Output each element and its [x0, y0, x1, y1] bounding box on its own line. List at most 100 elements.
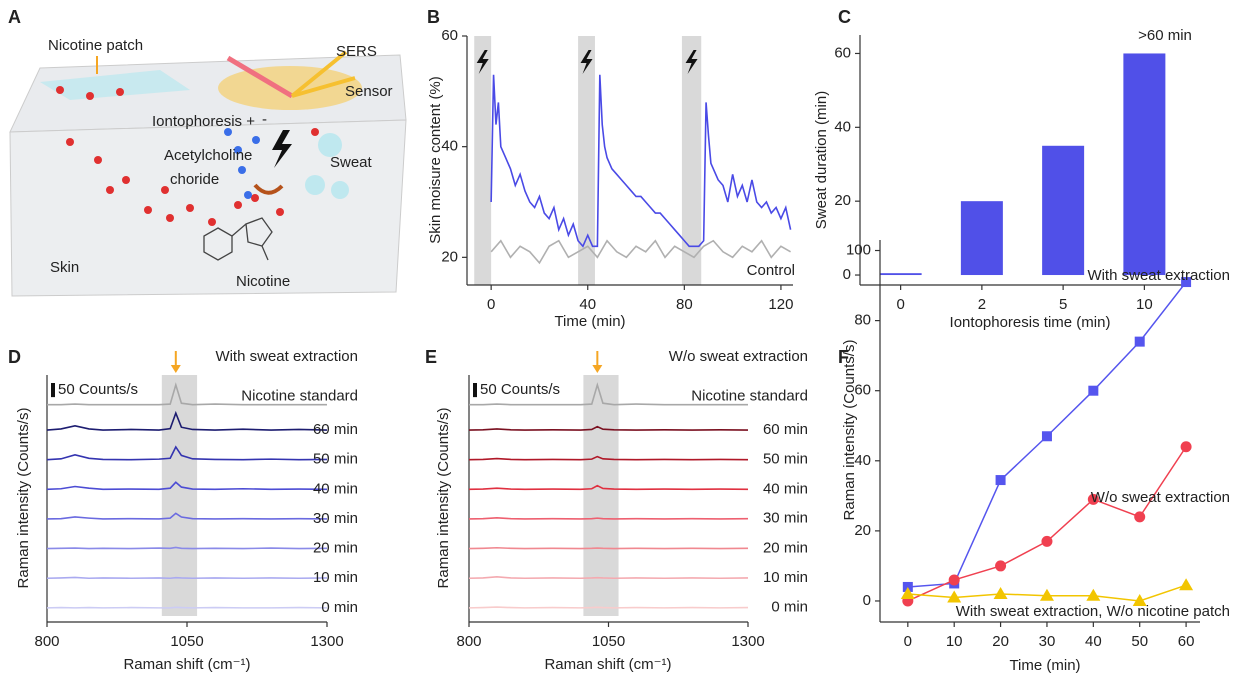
panel-letter: A — [8, 7, 21, 27]
marker — [1086, 588, 1101, 601]
panel-a: A Nicotine patch SERS Sensor Iontophores… — [8, 7, 407, 297]
x-tick-label: 80 — [676, 296, 693, 313]
x-tick-label: 30 — [1039, 633, 1056, 650]
x-tick-label: 50 — [1131, 633, 1148, 650]
marker — [995, 560, 1007, 572]
y-tick-label: 20 — [834, 192, 851, 209]
shaded-range — [161, 375, 198, 616]
laser-arrow — [226, 55, 294, 99]
label: SERS — [336, 43, 377, 60]
series-label: 60 min — [763, 421, 808, 438]
bar — [1123, 53, 1166, 276]
series-label: With sweat extraction, W/o nicotine patc… — [956, 603, 1230, 620]
x-tick-label: 5 — [1059, 296, 1067, 313]
label: - — [262, 111, 267, 128]
y-axis-label: Raman intensity (Counts/s) — [435, 408, 452, 589]
y-tick-label: 100 — [846, 241, 871, 258]
y-tick-label: 60 — [834, 44, 851, 61]
shaded-range — [681, 36, 702, 285]
annotation: >60 min — [1138, 27, 1192, 44]
spectrum — [47, 382, 327, 406]
series-label: 40 min — [763, 480, 808, 497]
y-axis-label: Raman intensity (Counts/s) — [841, 340, 858, 521]
panel-title: W/o sweat extraction — [669, 348, 808, 365]
series-label: Nicotine standard — [691, 388, 808, 405]
x-tick-label: 1050 — [170, 633, 203, 650]
bar — [879, 273, 922, 276]
panel-letter: F — [838, 347, 849, 367]
x-axis-label: Time (min) — [1009, 657, 1080, 674]
spectrum — [46, 546, 328, 550]
spectrum — [468, 455, 749, 461]
x-tick-label: 800 — [34, 633, 59, 650]
label: Acetylcholine — [164, 147, 252, 164]
x-axis-label: Raman shift (cm⁻¹) — [123, 656, 250, 673]
series-label: W/o sweat extraction — [1091, 489, 1230, 506]
sweat-drop — [305, 175, 325, 195]
marker — [1041, 431, 1052, 442]
x-tick-label: 0 — [896, 296, 904, 313]
x-tick-label: 0 — [904, 633, 912, 650]
y-tick-label: 60 — [854, 382, 871, 399]
lightning — [580, 50, 593, 74]
marker — [900, 586, 915, 599]
sensor — [218, 66, 362, 110]
label: Iontophoresis + — [152, 113, 255, 130]
x-tick-label: 120 — [768, 296, 793, 313]
panel-letter: E — [425, 347, 437, 367]
x-tick-label: 1300 — [731, 633, 764, 650]
spectrum — [468, 517, 749, 520]
y-axis-label: Sweat duration (min) — [813, 91, 830, 229]
x-tick-label: 1050 — [592, 633, 625, 650]
series-line — [490, 239, 791, 265]
y-tick-label: 40 — [834, 118, 851, 135]
label: Nicotine — [236, 273, 290, 290]
bar — [1042, 145, 1085, 276]
label: Sensor — [345, 83, 393, 100]
curved-arrow — [253, 183, 284, 195]
x-tick-label: 40 — [579, 296, 596, 313]
series-label: 30 min — [313, 510, 358, 527]
skin-block — [9, 119, 407, 297]
marker — [1039, 588, 1054, 601]
sers-arrow — [290, 50, 348, 98]
spectrum — [468, 425, 749, 431]
marker — [995, 475, 1006, 486]
series-label: 50 min — [313, 450, 358, 467]
x-tick-label: 40 — [1085, 633, 1102, 650]
series-label: 10 min — [763, 569, 808, 586]
x-tick-label: 60 — [1178, 633, 1195, 650]
spectrum — [468, 606, 749, 609]
spectrum — [468, 484, 749, 491]
label: Sweat — [330, 154, 373, 171]
shaded-range — [578, 36, 595, 285]
marker — [1134, 511, 1146, 523]
x-axis-label: Iontophoresis time (min) — [950, 314, 1111, 331]
peak-arrow-head — [170, 365, 181, 373]
series-label: 20 min — [763, 539, 808, 556]
x-tick-label: 10 — [1136, 296, 1153, 313]
lightning — [272, 130, 292, 168]
spectrum — [46, 481, 328, 491]
panel-letter: D — [8, 347, 21, 367]
y-tick-label: 20 — [854, 522, 871, 539]
spectrum — [468, 576, 749, 580]
scale-bar — [51, 383, 55, 398]
series-label: Control — [747, 262, 795, 279]
patch — [40, 70, 190, 100]
marker — [1132, 593, 1147, 606]
series-label: 0 min — [321, 599, 358, 616]
shaded-range — [474, 36, 492, 285]
panel-letter: B — [427, 7, 440, 27]
lightning — [476, 50, 489, 74]
marker — [993, 586, 1008, 599]
marker — [1041, 535, 1053, 547]
marker — [1180, 441, 1192, 453]
peak-arrow-head — [592, 365, 603, 373]
spectrum — [46, 576, 328, 580]
spectrum — [46, 410, 328, 431]
x-tick-label: 800 — [456, 633, 481, 650]
spectrum — [46, 606, 328, 609]
marker — [948, 574, 960, 586]
